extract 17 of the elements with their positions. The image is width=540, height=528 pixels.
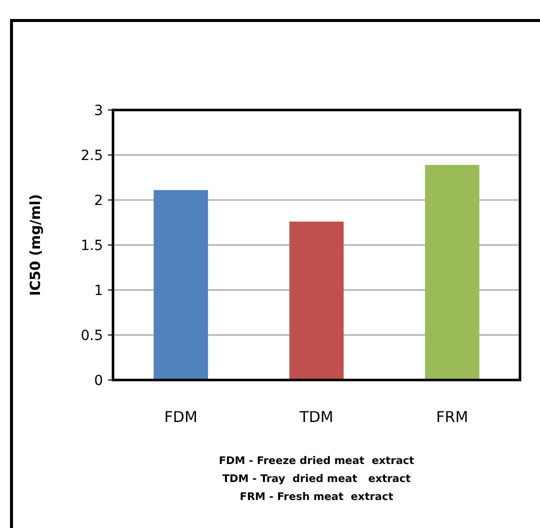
- y-tick-label: 0: [94, 372, 103, 389]
- x-tick-label: FDM: [164, 408, 198, 426]
- y-tick-label: 3: [94, 102, 103, 119]
- x-tick-label: FRM: [436, 408, 468, 426]
- y-axis-title: IC50 (mg/ml): [28, 194, 44, 296]
- text: FRM - Fresh meat extract: [240, 491, 394, 503]
- bar: [289, 222, 344, 380]
- bar: [154, 190, 208, 380]
- y-tick-label: 0.5: [80, 328, 103, 344]
- y-tick-label: 1: [94, 282, 103, 299]
- x-tick-label: TDM: [298, 408, 334, 426]
- y-tick-label: 2.5: [80, 148, 103, 164]
- y-tick-label: 1.5: [80, 238, 103, 254]
- y-tick-label: 2: [94, 192, 103, 209]
- text: TDM - Tray dried meat extract: [222, 473, 411, 485]
- bar: [425, 164, 480, 380]
- text: FDM - Freeze dried meat extract: [218, 455, 414, 467]
